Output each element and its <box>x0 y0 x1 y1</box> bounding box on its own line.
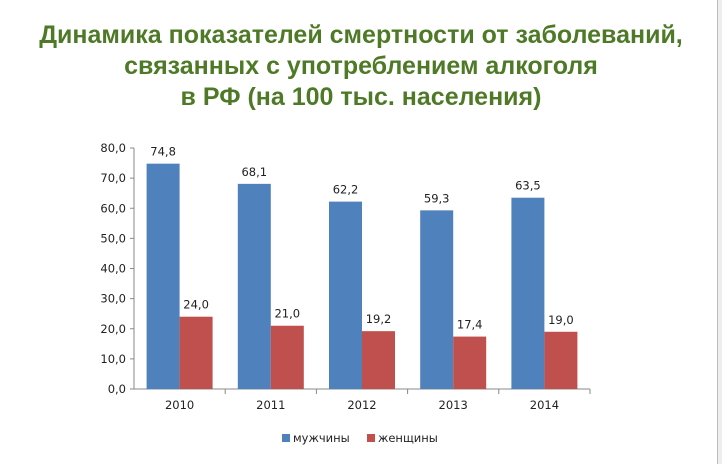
y-tick-label: 70,0 <box>100 171 126 185</box>
title-line-3: в РФ (на 100 тыс. населения) <box>180 83 542 111</box>
y-tick-label: 50,0 <box>100 231 126 245</box>
y-tick-label: 80,0 <box>100 141 126 155</box>
x-tick-label: 2010 <box>165 398 194 412</box>
y-tick-label: 30,0 <box>100 292 126 306</box>
y-tick-label: 40,0 <box>100 262 126 276</box>
legend-swatch <box>282 434 290 442</box>
bar-men <box>329 201 362 389</box>
data-label: 21,0 <box>274 307 300 321</box>
data-label: 74,8 <box>150 145 176 159</box>
y-tick-label: 60,0 <box>100 201 126 215</box>
data-label: 63,5 <box>515 179 541 193</box>
x-tick-label: 2013 <box>439 398 468 412</box>
chart-title: Динамика показателей смертности от забол… <box>0 20 722 113</box>
data-label: 19,2 <box>366 312 392 326</box>
legend-label: женщины <box>378 431 438 445</box>
legend-label: мужчины <box>293 431 350 445</box>
bar-women <box>544 331 578 389</box>
data-label: 19,0 <box>548 313 574 327</box>
y-tick-label: 10,0 <box>100 352 126 366</box>
x-tick-label: 2011 <box>256 398 285 412</box>
x-tick-label: 2014 <box>530 398 559 412</box>
y-tick-label: 20,0 <box>100 322 126 336</box>
bar-men <box>237 183 271 389</box>
data-label: 62,2 <box>333 183 359 197</box>
title-line-1: Динамика показателей смертности от забол… <box>39 21 683 49</box>
data-label: 68,1 <box>241 165 267 179</box>
bar-men <box>420 210 454 389</box>
bar-women <box>270 325 304 389</box>
data-label: 59,3 <box>424 191 450 205</box>
data-label: 17,4 <box>457 318 483 332</box>
bar-women <box>179 316 213 389</box>
x-tick-label: 2012 <box>347 398 376 412</box>
legend-swatch <box>367 434 375 442</box>
bar-women <box>453 336 487 389</box>
bar-men <box>146 163 180 389</box>
y-tick-label: 0,0 <box>108 382 126 396</box>
bar-women <box>362 331 395 389</box>
title-line-2: связанных с употреблением алкоголя <box>124 52 598 80</box>
data-label: 24,0 <box>183 298 209 312</box>
bar-men <box>511 197 545 389</box>
window-edge <box>717 0 722 464</box>
